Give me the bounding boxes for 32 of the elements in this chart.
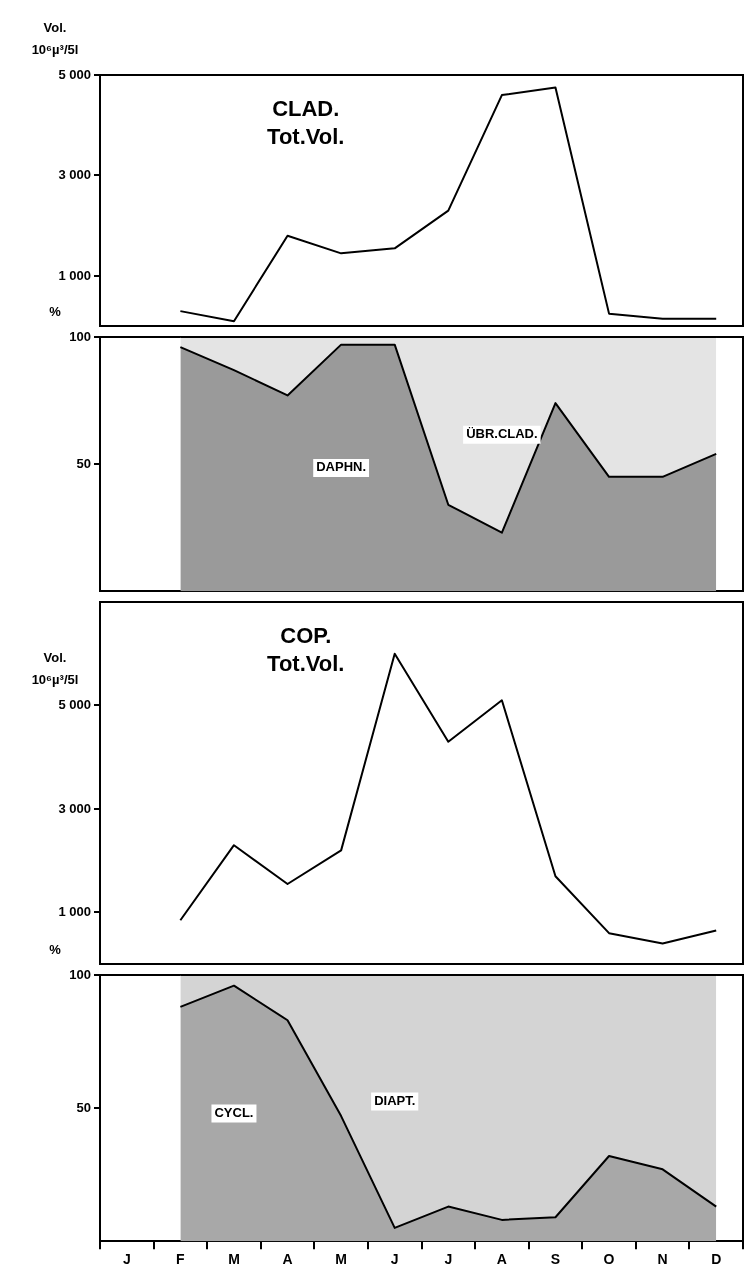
x-tick-label: M	[228, 1251, 240, 1268]
series-label: DAPHN.	[316, 459, 367, 475]
x-tick-label: M	[335, 1251, 347, 1268]
y-tick-label: 1 000	[58, 904, 91, 920]
y-axis-title: %	[49, 941, 62, 957]
x-tick-label: N	[657, 1251, 668, 1268]
text: CLAD. Tot.Vol.	[267, 96, 345, 150]
y-axis-title: Vol. 10⁶µ³/5l	[31, 19, 79, 57]
y-axis-title: %	[49, 303, 62, 319]
y-tick-label: 3 000	[58, 167, 91, 183]
y-tick-label: 5 000	[58, 697, 91, 713]
y-tick-label: 5 000	[58, 66, 91, 82]
y-tick-label: 50	[76, 1099, 91, 1115]
y-tick-label: 100	[69, 966, 91, 982]
x-tick-label: A	[282, 1251, 293, 1268]
y-tick-label: 1 000	[58, 267, 91, 283]
y-tick-label: 3 000	[58, 800, 91, 816]
x-tick-label: F	[176, 1251, 186, 1268]
y-tick-label: 100	[69, 328, 91, 344]
series-label: ÜBR.CLAD.	[466, 426, 538, 442]
y-tick-label: 50	[76, 455, 91, 471]
x-tick-label: J	[444, 1251, 453, 1268]
y-axis-title: Vol. 10⁶µ³/5l	[31, 650, 79, 688]
x-tick-label: J	[122, 1251, 131, 1268]
x-tick-label: J	[390, 1251, 399, 1268]
x-tick-label: O	[603, 1251, 615, 1268]
series-label: DIAPT.	[374, 1093, 416, 1109]
series-label: CYCL.	[214, 1105, 254, 1120]
x-tick-label: A	[496, 1251, 507, 1268]
text: COP. Tot.Vol.	[267, 623, 345, 677]
x-tick-label: S	[550, 1251, 561, 1268]
x-tick-label: D	[711, 1251, 722, 1268]
